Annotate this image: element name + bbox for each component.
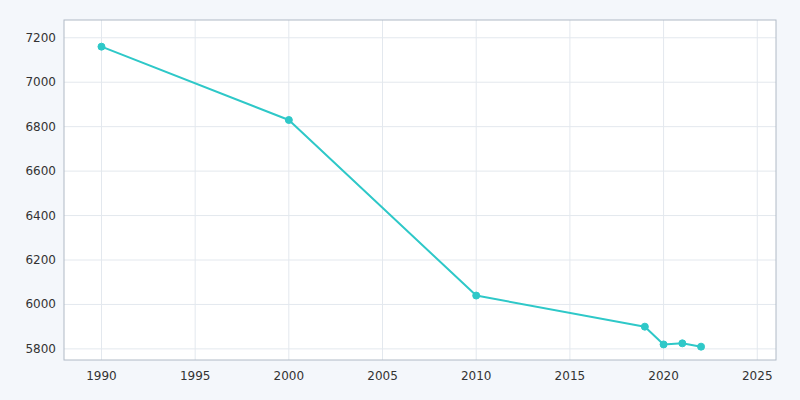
y-tick-label: 7000 (25, 75, 56, 89)
y-tick-label: 6000 (25, 297, 56, 311)
x-grid-line (382, 20, 383, 360)
x-grid-line (101, 20, 102, 360)
y-tick-label: 6800 (25, 120, 56, 134)
y-tick-label: 6400 (25, 209, 56, 223)
plot-frame (64, 20, 776, 360)
y-tick-label: 5800 (25, 342, 56, 356)
x-tick-label: 2005 (367, 369, 398, 383)
y-grid-line (64, 171, 776, 172)
chart-svg: 1990 1995 2000 2005 2010 2015 2020 2025 5800 6000… (0, 0, 800, 400)
x-grid-line (663, 20, 664, 360)
y-tick-label: 6600 (25, 164, 56, 178)
line (101, 47, 701, 347)
x-grid-line (288, 20, 289, 360)
x-tick-label: 2020 (648, 369, 679, 383)
x-tick-label: 2015 (555, 369, 586, 383)
x-tick-label: 2010 (461, 369, 492, 383)
point (641, 323, 648, 330)
x-tick-label: 1990 (86, 369, 117, 383)
y-tick-label: 7200 (25, 31, 56, 45)
y-tick-label: 6200 (25, 253, 56, 267)
x-grid-line (569, 20, 570, 360)
point (679, 340, 686, 347)
point (98, 43, 105, 50)
chart-container: 1990 1995 2000 2005 2010 2015 2020 2025 5800 6000… (0, 0, 800, 400)
x-grid-line (476, 20, 477, 360)
point (698, 343, 705, 350)
y-grid-line (64, 260, 776, 261)
point (285, 117, 292, 124)
y-grid-line (64, 126, 776, 127)
x-tick-label: 2025 (742, 369, 773, 383)
x-tick-label: 2000 (274, 369, 305, 383)
y-grid-line (64, 304, 776, 305)
y-grid-line (64, 82, 776, 83)
y-grid-line (64, 37, 776, 38)
point (660, 341, 667, 348)
grid (64, 20, 776, 360)
point (473, 292, 480, 299)
x-grid-line (195, 20, 196, 360)
plot-background (64, 20, 776, 360)
x-grid-line (757, 20, 758, 360)
data-layer (98, 43, 705, 350)
y-grid-line (64, 215, 776, 216)
y-grid-line (64, 348, 776, 349)
x-tick-label: 1995 (180, 369, 211, 383)
axes: 1990 1995 2000 2005 2010 2015 2020 2025 5800 6000… (25, 31, 772, 383)
